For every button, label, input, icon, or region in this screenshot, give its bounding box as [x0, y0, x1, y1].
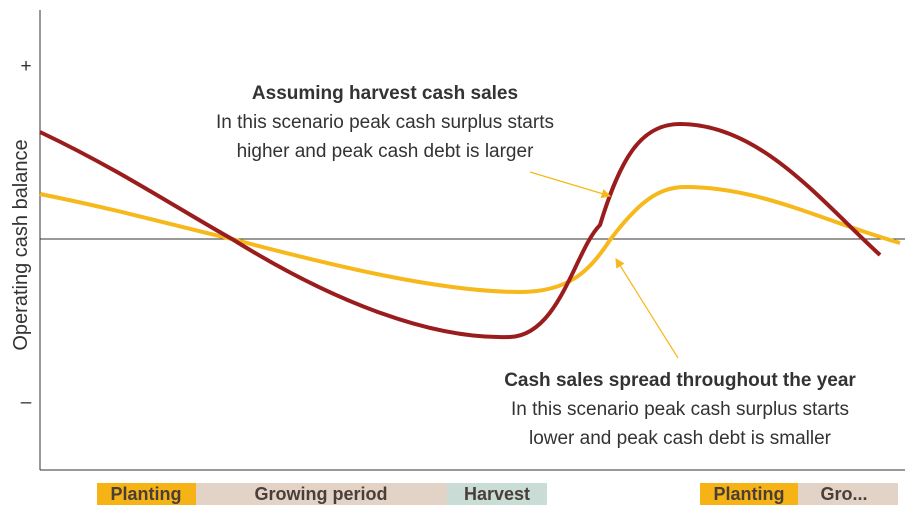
season-band: [97, 483, 196, 505]
season-label: Harvest: [464, 484, 530, 504]
annotation-line: higher and peak cash debt is larger: [237, 141, 534, 162]
season-band: [798, 483, 898, 505]
annotation-title: Cash sales spread throughout the year: [504, 370, 856, 391]
harvest-curve: [39, 121, 882, 340]
annotation-line: lower and peak cash debt is smaller: [529, 428, 832, 449]
annotation-line: In this scenario peak cash surplus start…: [511, 399, 849, 420]
season-label: Growing period: [255, 484, 388, 504]
season-label: Planting: [714, 484, 785, 504]
season-label: Gro...: [820, 484, 867, 504]
axis-label: Operating cash balance: [10, 139, 32, 350]
arrow: [529, 171, 612, 199]
season-band: [700, 483, 798, 505]
annotation-line: In this scenario peak cash surplus start…: [216, 112, 554, 133]
spread-curve: [39, 184, 901, 295]
axis-minus: –: [21, 392, 32, 413]
season-band: [196, 483, 447, 505]
axis-plus: +: [20, 56, 31, 77]
annotation-title: Assuming harvest cash sales: [252, 83, 518, 104]
arrow: [615, 257, 679, 359]
season-band: [447, 483, 547, 505]
season-label: Planting: [111, 484, 182, 504]
